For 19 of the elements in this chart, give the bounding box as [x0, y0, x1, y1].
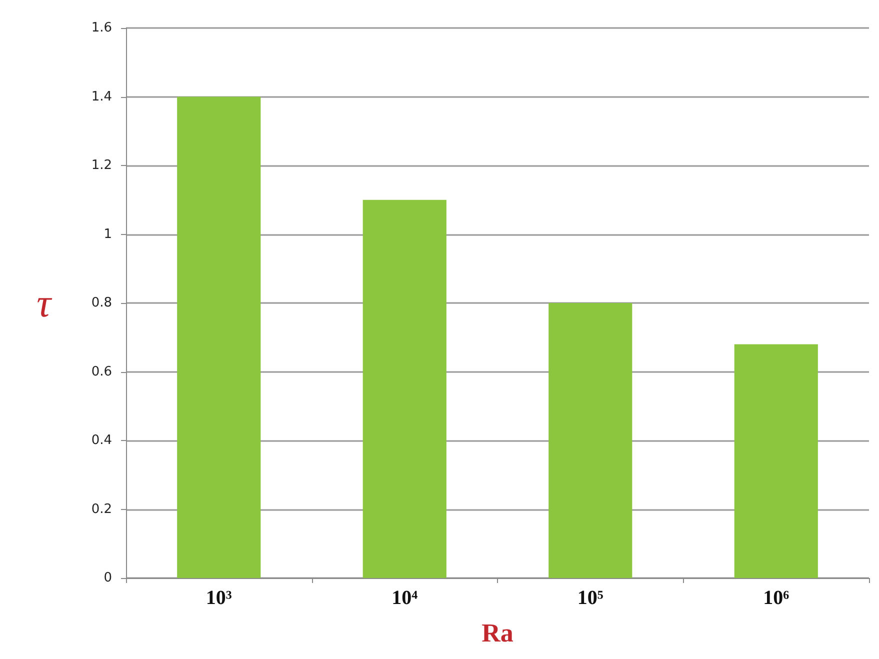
bar	[548, 303, 632, 578]
y-tick-label: 0.8	[91, 296, 112, 310]
x-tick-label: 10⁵	[577, 587, 604, 609]
bar	[734, 344, 818, 578]
y-axis-title: τ	[36, 280, 53, 326]
y-tick-label: 1	[104, 226, 112, 242]
x-tick-label: 10³	[206, 587, 232, 609]
bar	[362, 200, 446, 578]
y-tick-label: 0.4	[91, 433, 112, 448]
y-tick-label: 0.2	[91, 502, 112, 517]
y-tick-label: 0	[104, 570, 112, 586]
x-axis-title: Ra	[482, 618, 514, 648]
y-tick-label: 1.6	[91, 20, 112, 36]
x-tick-label: 10⁴	[392, 587, 418, 609]
bar	[177, 96, 261, 578]
y-tick-label: 1.4	[91, 89, 112, 104]
y-tick-label: 1.2	[91, 158, 112, 173]
x-tick-label: 10⁶	[763, 587, 790, 609]
y-tick-label: 0.6	[91, 364, 112, 380]
